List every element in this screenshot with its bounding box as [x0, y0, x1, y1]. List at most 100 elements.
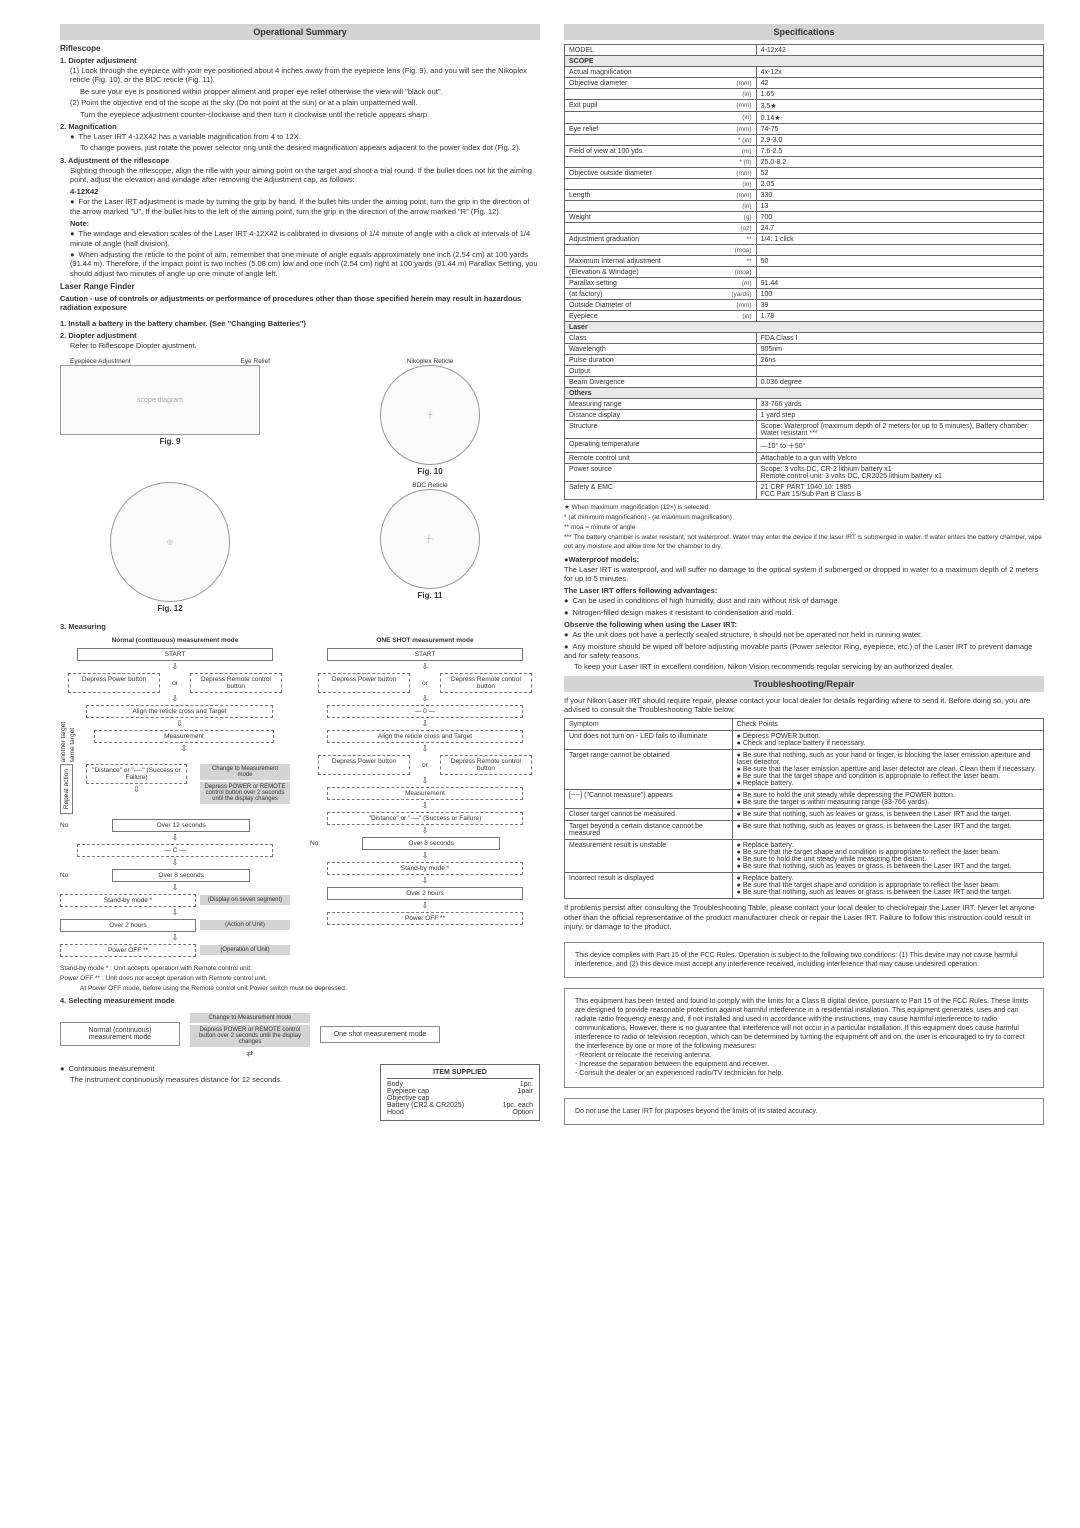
flow-node: Stand-by mode * — [327, 862, 523, 875]
arrow-icon: ⇩ — [310, 777, 540, 785]
text: Continuous measurement — [60, 1064, 360, 1073]
flow-note: (Operation of Unit) — [200, 945, 290, 955]
arrow-icon: ⇩ — [310, 663, 540, 671]
table-row: (oz)24.7 — [565, 223, 1044, 234]
table-cell: ● Depress POWER button. ● Check and repl… — [732, 731, 1043, 750]
fig11-image: ┼· — [380, 489, 480, 589]
label: or — [172, 680, 178, 687]
table-cell: 21 CRF PART 1040.10: 1985 FCC Part 15/Su… — [756, 482, 1043, 500]
spec-note: ★ When maximum magnification (12×) is se… — [564, 504, 1044, 512]
table-row: Weight (g)700 — [565, 212, 1044, 223]
arrow-icon: ⇩ — [310, 852, 540, 860]
table-row: Unit does not turn on - LED fails to ill… — [565, 731, 1044, 750]
text: Sighting through the riflescope, align t… — [60, 166, 540, 185]
flow-node: Over 8 seconds — [362, 837, 500, 850]
text: Can be used in conditions of high humidi… — [564, 596, 1044, 605]
s3-measuring: 3. Measuring — [60, 622, 540, 631]
table-cell: 1.78 — [756, 311, 1043, 322]
arrow-icon: ⇩ — [310, 745, 540, 753]
table-cell: ● Replace battery. ● Be sure that the ta… — [732, 873, 1043, 899]
flow-node: START — [77, 648, 273, 661]
label: or — [422, 680, 428, 687]
left-column: Operational Summary Riflescope 1. Diopte… — [60, 20, 540, 1135]
flow-note-2: Power OFF ** : Unit does not accept oper… — [60, 975, 540, 983]
lrf-title: Laser Range Finder — [60, 282, 540, 291]
table-cell: Length (mm) — [565, 190, 757, 201]
label: or — [422, 762, 428, 769]
table-cell: Actual magnification — [565, 67, 757, 78]
table-row: [----] ("Cannot measure") appears● Be su… — [565, 790, 1044, 809]
mode-normal-box: Normal (continuous) measurement mode — [60, 1022, 180, 1046]
flow-note: (Action of Unit) — [200, 920, 290, 930]
table-cell: 25.0-8.2 — [756, 157, 1043, 168]
table-row: Target range cannot be obtained● Be sure… — [565, 750, 1044, 790]
text: As the unit does not have a perfectly se… — [564, 630, 1044, 639]
table-cell: (at factory) (yards) — [565, 289, 757, 300]
label: No — [60, 822, 68, 829]
table-cell: 4-12x42 — [756, 45, 1043, 56]
flow-node: Depress Remote control button — [190, 673, 282, 693]
table-cell: ● Be sure that nothing, such as your han… — [732, 750, 1043, 790]
table-row: Distance display1 yard step — [565, 410, 1044, 421]
arrow-icon: ⇩ — [310, 720, 540, 728]
text: When adjusting the reticle to the point … — [60, 250, 540, 278]
flow-node: Over 8 seconds — [112, 869, 250, 882]
table-cell: Exit pupil (mm) — [565, 100, 757, 112]
flow-node: Depress Remote control button — [440, 673, 532, 693]
table-row: Target beyond a certain distance cannot … — [565, 821, 1044, 840]
spec-note: ** moa = minute of angle — [564, 524, 1044, 532]
table-cell: 1/4: 1 click — [756, 234, 1043, 245]
flow-node: Align the reticle cross and Target — [327, 730, 523, 743]
select-mode-diagram: Normal (continuous) measurement mode Cha… — [60, 1011, 540, 1058]
table-cell: 42 — [756, 78, 1043, 89]
arrow-icon: ⇩ — [310, 695, 540, 703]
items-title: ITEM SUPPLIED — [387, 1069, 533, 1079]
table-section-header: Others — [565, 388, 1044, 399]
table-cell: Pulse duration — [565, 355, 757, 366]
fcc-box-1: This device complies with Part 15 of the… — [564, 942, 1044, 978]
text: If problems persist after consulting the… — [564, 903, 1044, 931]
s4-title: 4. Selecting measurement mode — [60, 996, 540, 1005]
table-cell: Unit does not turn on - LED fails to ill… — [565, 731, 733, 750]
riflescope-title: Riflescope — [60, 44, 540, 53]
table-row: Objective diameter (mm)42 — [565, 78, 1044, 89]
table-cell: 700 — [756, 212, 1043, 223]
table-cell: ● Be sure that nothing, such as leaves o… — [732, 809, 1043, 821]
text: Nitrogen-filled design makes it resistan… — [564, 608, 1044, 617]
label: Eyepiece Adjustment — [70, 358, 131, 365]
text: (1) Look through the eyepiece with your … — [60, 66, 540, 85]
table-cell: Measuring range — [565, 399, 757, 410]
table-cell: (oz) — [565, 223, 757, 234]
table-row: Field of view at 100 yds. (m)7.6-2.5 — [565, 146, 1044, 157]
flow-node: Depress Power button — [318, 755, 410, 775]
arrow-icon: ⇩ — [77, 786, 196, 794]
item-row: Body1pc. — [387, 1081, 533, 1088]
arrow-icon: ⇩ — [60, 859, 290, 867]
fig10-image: ┼ — [380, 365, 480, 465]
flow-node: Power OFF ** — [327, 912, 523, 925]
mode-change: Change to Measurement mode — [190, 1013, 310, 1023]
flow-node: Over 2 hours — [327, 887, 523, 900]
table-row: Parallax setting (m)91.44 — [565, 278, 1044, 289]
flow-oneshot-title: ONE SHOT measurement mode — [310, 637, 540, 644]
table-cell: 26ns — [756, 355, 1043, 366]
table-section-header: SCOPE — [565, 56, 1044, 67]
table-cell: 2.9-3.0 — [756, 135, 1043, 146]
table-row: (at factory) (yards)100 — [565, 289, 1044, 300]
flow-node: Depress Power button — [318, 673, 410, 693]
table-cell: 13 — [756, 201, 1043, 212]
flow-node: START — [327, 648, 523, 661]
table-cell: 0.14★ — [756, 112, 1043, 124]
table-cell: 74-75 — [756, 124, 1043, 135]
label: BDC Reticle — [320, 482, 540, 489]
text: For the Laser IRT adjustment is made by … — [60, 197, 540, 216]
table-cell: Target beyond a certain distance cannot … — [565, 821, 733, 840]
table-cell: 91.44 — [756, 278, 1043, 289]
table-row: Beam Divergence0.036 degree — [565, 377, 1044, 388]
flow-node: Power OFF ** — [60, 944, 196, 957]
table-row: Laser — [565, 322, 1044, 333]
table-cell: 100 — [756, 289, 1043, 300]
table-cell: Power source — [565, 464, 757, 482]
table-cell: Objective diameter (mm) — [565, 78, 757, 89]
table-cell: Field of view at 100 yds. (m) — [565, 146, 757, 157]
